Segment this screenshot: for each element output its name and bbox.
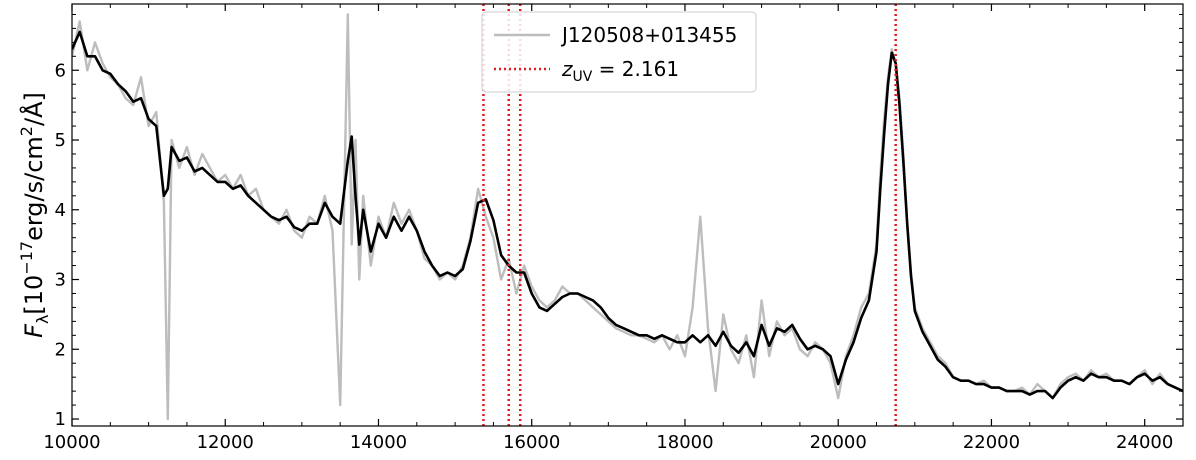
y-tick-label: 3 [55,270,66,291]
legend-box [481,11,757,93]
y-tick-label: 5 [55,130,66,151]
x-tick-label: 16000 [503,432,560,453]
x-tick-label: 14000 [350,432,407,453]
x-tick-label: 22000 [963,432,1020,453]
legend-label-raw: J120508+013455 [560,23,737,47]
x-tick-label: 20000 [810,432,867,453]
x-tick-label: 12000 [197,432,254,453]
legend: J120508+013455 zUV = 2.161 [481,11,757,93]
smoothed-spectrum-line [72,30,1183,400]
y-tick-label: 1 [55,409,66,430]
raw-spectrum-layer [72,13,1183,421]
y-tick-label: 6 [55,60,66,81]
y-axis-label: Fλ[10−17erg/s/cm2/Å] [17,92,52,338]
raw-spectrum-line [72,13,1183,421]
axis-ticks: 10000 12000 14000 16000 18000 20000 22000 24000… [43,4,1184,453]
y-tick-label: 4 [55,200,66,221]
smoothed-spectrum-layer [72,30,1183,400]
plot-frame [71,3,1184,427]
y-tick-label: 2 [55,339,66,360]
x-tick-label: 10000 [43,432,100,453]
legend-label-redshift: zUV = 2.161 [561,57,679,85]
x-tick-label: 18000 [656,432,713,453]
x-tick-label: 24000 [1116,432,1173,453]
